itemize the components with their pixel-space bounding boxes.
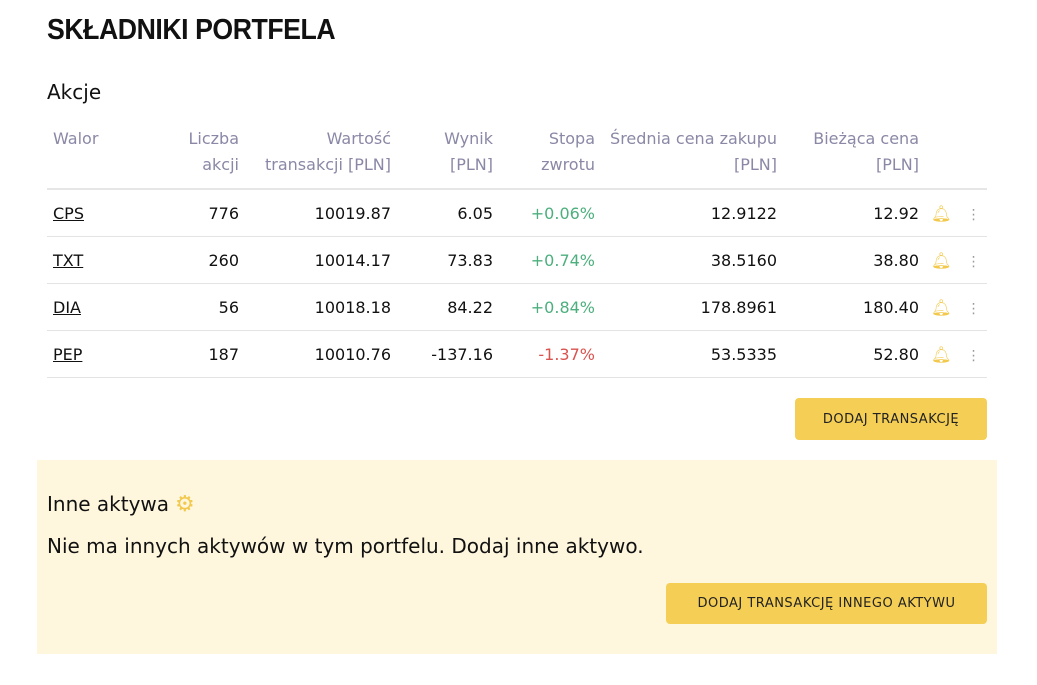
qty-cell: 776 — [182, 189, 245, 237]
other-assets-empty-text: Nie ma innych aktywów w tym portfelu. Do… — [47, 534, 644, 558]
result-cell: 84.22 — [397, 283, 499, 331]
more-options-icon[interactable]: ⋮ — [966, 347, 981, 364]
add-transaction-button[interactable]: DODAJ TRANSAKCJĘ — [795, 398, 987, 440]
return-cell: +0.74% — [499, 236, 601, 284]
stocks-title: Akcje — [47, 80, 102, 104]
result-cell: 73.83 — [397, 236, 499, 284]
ticker-link[interactable]: PEP — [53, 344, 83, 364]
column-header: Bieżąca cena [PLN] — [783, 126, 925, 190]
avg-price-cell: 178.8961 — [601, 283, 783, 331]
other-assets-title: Inne aktywa — [47, 492, 170, 516]
page-title: SKŁADNIKI PORTFELA — [47, 14, 336, 46]
column-header: Stopa zwrotu — [499, 126, 601, 190]
bell-icon[interactable]: 🔔︎ — [931, 297, 952, 317]
ticker-link[interactable]: DIA — [53, 297, 81, 317]
bell-icon[interactable]: 🔔︎ — [931, 250, 952, 270]
avg-price-cell: 38.5160 — [601, 236, 783, 284]
stocks-table: Walor Liczba akcji Wartość transakcji [PLN… — [47, 126, 987, 378]
column-header: Wynik [PLN] — [397, 126, 499, 190]
table-row: CPS 776 10019.87 6.05 +0.06% 12.9122 12.… — [47, 189, 987, 237]
price-cell: 52.80 — [783, 330, 925, 378]
return-cell: -1.37% — [499, 330, 601, 378]
bell-icon[interactable]: 🔔︎ — [931, 203, 952, 223]
column-header: Walor — [47, 126, 183, 190]
result-cell: -137.16 — [397, 330, 499, 378]
column-header: Liczba akcji — [182, 126, 245, 190]
more-options-icon[interactable]: ⋮ — [966, 300, 981, 317]
value-cell: 10018.18 — [245, 283, 397, 331]
price-cell: 180.40 — [783, 283, 925, 331]
more-options-icon[interactable]: ⋮ — [966, 206, 981, 223]
column-header: Wartość transakcji [PLN] — [245, 126, 397, 190]
qty-cell: 260 — [182, 236, 245, 284]
gear-icon[interactable]: ⚙ — [175, 492, 195, 517]
table-row: PEP 187 10010.76 -137.16 -1.37% 53.5335 … — [47, 330, 987, 378]
avg-price-cell: 53.5335 — [601, 330, 783, 378]
ticker-link[interactable]: TXT — [53, 250, 84, 270]
bell-icon[interactable]: 🔔︎ — [931, 344, 952, 364]
return-cell: +0.84% — [499, 283, 601, 331]
other-assets-panel: Inne aktywa ⚙ Nie ma innych aktywów w tym… — [37, 460, 997, 654]
add-other-asset-button[interactable]: DODAJ TRANSAKCJĘ INNEGO AKTYWU — [666, 583, 987, 624]
ticker-link[interactable]: CPS — [53, 203, 84, 223]
column-header: Średnia cena zakupu [PLN] — [601, 126, 783, 190]
more-options-icon[interactable]: ⋮ — [966, 253, 981, 270]
price-cell: 38.80 — [783, 236, 925, 284]
result-cell: 6.05 — [397, 189, 499, 237]
value-cell: 10019.87 — [245, 189, 397, 237]
qty-cell: 187 — [182, 330, 245, 378]
return-cell: +0.06% — [499, 189, 601, 237]
value-cell: 10014.17 — [245, 236, 397, 284]
price-cell: 12.92 — [783, 189, 925, 237]
avg-price-cell: 12.9122 — [601, 189, 783, 237]
column-header-actions — [925, 126, 987, 190]
table-row: TXT 260 10014.17 73.83 +0.74% 38.5160 38… — [47, 236, 987, 284]
value-cell: 10010.76 — [245, 330, 397, 378]
qty-cell: 56 — [182, 283, 245, 331]
table-row: DIA 56 10018.18 84.22 +0.84% 178.8961 18… — [47, 283, 987, 331]
